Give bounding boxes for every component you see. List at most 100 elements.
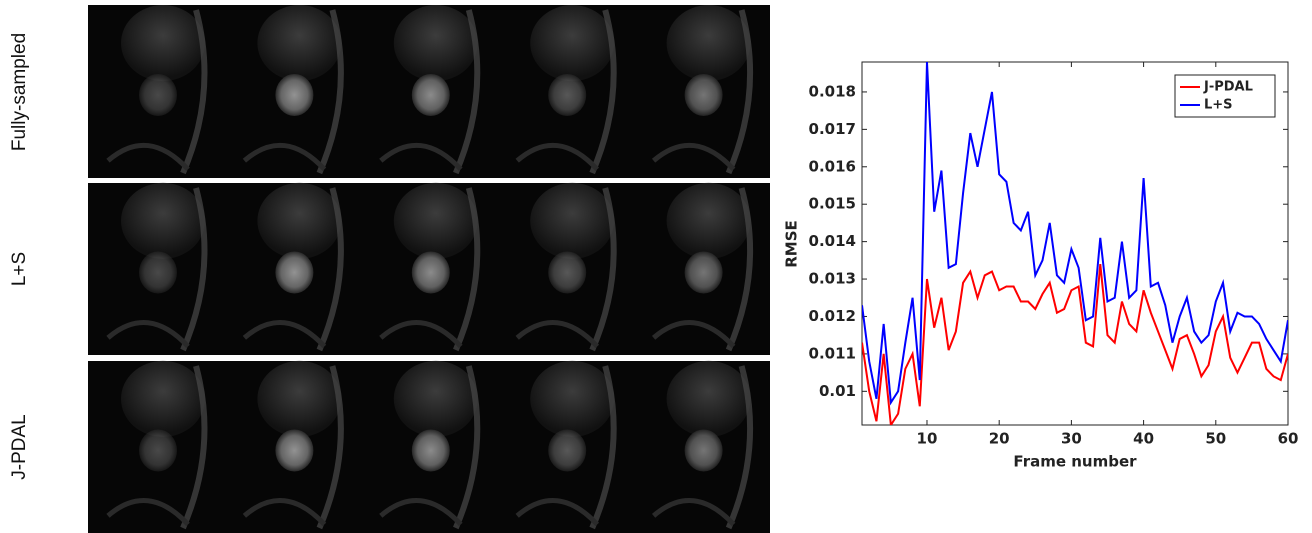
mri-image — [242, 360, 344, 530]
row-label: Fully-sampled — [9, 33, 30, 151]
row-label: L+S — [9, 252, 30, 286]
heart — [684, 429, 723, 472]
x-tick-label: 50 — [1205, 430, 1226, 448]
x-tick-label: 10 — [917, 430, 938, 448]
rib-arc — [316, 365, 344, 530]
mri-image — [651, 5, 754, 175]
rib-arc — [180, 187, 208, 352]
y-tick-label: 0.016 — [809, 157, 856, 175]
mri-image — [379, 182, 481, 352]
rib-arc — [589, 365, 617, 530]
heart — [275, 251, 314, 294]
heart — [139, 429, 177, 472]
tissue-arc — [106, 142, 190, 172]
organ — [121, 182, 205, 259]
rib-arc — [316, 187, 344, 352]
organ — [121, 5, 205, 82]
x-tick-label: 60 — [1278, 430, 1299, 448]
y-tick-label: 0.017 — [809, 120, 856, 138]
heart — [548, 429, 587, 472]
line-series — [862, 263, 1288, 425]
tissue-arc — [106, 320, 190, 349]
heart — [275, 429, 314, 472]
mri-image — [651, 360, 754, 530]
mri-image — [106, 360, 208, 530]
tissue-arc — [242, 320, 327, 349]
organ — [257, 182, 342, 259]
heart — [275, 73, 314, 116]
mri-image — [379, 360, 481, 530]
tissue-arc — [379, 320, 463, 349]
legend-box — [1174, 74, 1276, 118]
chart: Frame number RMSE 0.01 0.011 0.012 0.013 0.0… — [783, 61, 1299, 471]
mri-image — [515, 5, 617, 175]
mri-image — [106, 5, 208, 175]
row-label: J-PDAL — [9, 414, 30, 479]
organ — [530, 182, 615, 259]
x-tick-label: 40 — [1133, 430, 1154, 448]
y-tick-label: 0.015 — [809, 195, 856, 213]
heart — [548, 251, 587, 294]
rib-arc — [180, 365, 208, 530]
rib-arc — [180, 9, 208, 175]
tissue-arc — [515, 142, 600, 172]
mri-image — [106, 182, 208, 352]
tissue-arc — [242, 498, 327, 527]
organ — [257, 5, 342, 82]
organ — [393, 360, 478, 437]
plot-area — [861, 61, 1289, 426]
y-tick-label: 0.014 — [809, 232, 856, 250]
rib-arc — [453, 187, 481, 352]
image-grid — [88, 5, 770, 533]
tissue-arc — [106, 498, 190, 527]
y-tick-label: 0.01 — [819, 382, 856, 400]
tissue-arc — [515, 498, 600, 527]
mri-image — [242, 5, 344, 175]
line-series — [862, 62, 1288, 406]
rib-arc — [453, 9, 481, 175]
rib-arc — [725, 9, 754, 175]
organ — [666, 5, 751, 82]
rib-arc — [725, 365, 754, 530]
organ — [530, 5, 615, 82]
y-tick-label: 0.013 — [809, 270, 856, 288]
x-axis-label: Frame number — [1013, 453, 1137, 471]
tissue-arc — [515, 320, 600, 349]
heart — [411, 73, 450, 116]
mri-image — [379, 5, 481, 175]
tissue-arc — [651, 142, 736, 172]
tissue-arc — [651, 320, 736, 349]
mri-image — [515, 182, 617, 352]
rib-arc — [589, 187, 617, 352]
y-tick-label: 0.018 — [809, 82, 856, 100]
rib-arc — [725, 187, 754, 352]
mri-image — [515, 360, 617, 530]
heart — [684, 251, 723, 294]
tissue-arc — [379, 142, 463, 172]
mri-image — [651, 182, 754, 352]
rib-arc — [589, 9, 617, 175]
x-tick-label: 30 — [1061, 430, 1082, 448]
heart — [411, 251, 450, 294]
legend-label: L+S — [1204, 98, 1233, 113]
y-axis-label: RMSE — [783, 220, 801, 268]
tissue-arc — [242, 142, 327, 172]
heart — [684, 73, 723, 116]
y-tick-label: 0.012 — [809, 307, 856, 325]
heart — [139, 73, 177, 116]
heart — [411, 429, 450, 472]
organ — [121, 360, 205, 437]
legend-label: J-PDAL — [1203, 80, 1253, 95]
rib-arc — [453, 365, 481, 530]
organ — [530, 360, 615, 437]
x-tick-label: 20 — [989, 430, 1010, 448]
organ — [666, 360, 751, 437]
heart — [548, 73, 587, 116]
heart — [139, 251, 177, 294]
organ — [257, 360, 342, 437]
rib-arc — [316, 9, 344, 175]
organ — [393, 5, 478, 82]
tissue-arc — [651, 498, 736, 527]
